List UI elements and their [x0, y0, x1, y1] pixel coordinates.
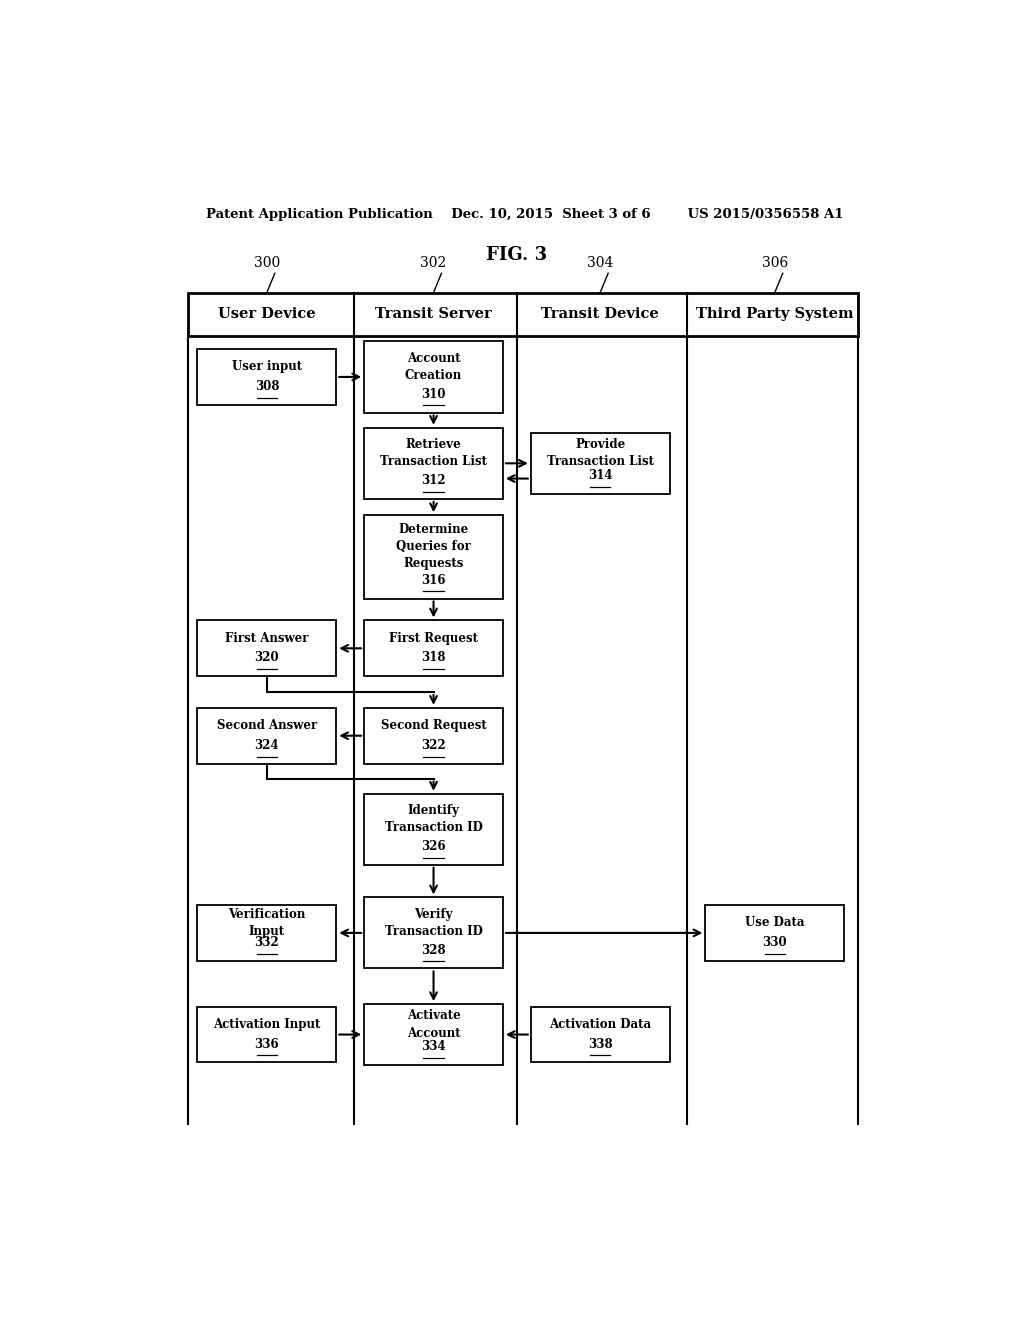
Text: 300: 300 [254, 256, 280, 271]
Bar [530, 433, 670, 494]
Bar [365, 342, 503, 412]
Text: User input: User input [231, 360, 302, 374]
Text: Transaction ID: Transaction ID [385, 821, 482, 834]
Text: 302: 302 [421, 256, 446, 271]
Text: Requests: Requests [403, 557, 464, 570]
Text: FIG. 3: FIG. 3 [486, 246, 548, 264]
Text: First Request: First Request [389, 632, 478, 644]
Text: 334: 334 [421, 1040, 445, 1053]
Text: Retrieve: Retrieve [406, 438, 462, 451]
Text: 326: 326 [421, 840, 445, 853]
Text: Transit Device: Transit Device [542, 308, 659, 321]
Text: 304: 304 [587, 256, 613, 271]
Text: 324: 324 [255, 739, 280, 752]
Text: Identify: Identify [408, 804, 460, 817]
Bar [365, 708, 503, 764]
Bar [198, 620, 336, 676]
Bar [706, 906, 844, 961]
Text: Verification: Verification [228, 908, 305, 920]
Bar [530, 1007, 670, 1063]
Bar [198, 708, 336, 764]
Text: Queries for: Queries for [396, 540, 471, 553]
Text: 328: 328 [421, 944, 445, 957]
Text: Creation: Creation [404, 368, 462, 381]
Bar [187, 293, 858, 337]
Text: 316: 316 [421, 574, 445, 586]
Text: 308: 308 [255, 380, 280, 393]
Text: Second Request: Second Request [381, 719, 486, 733]
Text: Verify: Verify [415, 908, 453, 920]
Text: Transaction List: Transaction List [380, 455, 487, 469]
Text: Third Party System: Third Party System [696, 308, 854, 321]
Text: 320: 320 [255, 652, 280, 664]
Text: 310: 310 [421, 388, 445, 401]
Text: Account: Account [407, 1027, 461, 1040]
Bar [198, 1007, 336, 1063]
Text: Activation Data: Activation Data [549, 1018, 651, 1031]
Text: 338: 338 [588, 1038, 612, 1051]
Text: Input: Input [249, 925, 285, 939]
Text: Activation Input: Activation Input [213, 1018, 321, 1031]
Bar [365, 1005, 503, 1065]
Text: 312: 312 [421, 474, 445, 487]
Text: 306: 306 [762, 256, 787, 271]
Text: Transaction List: Transaction List [547, 455, 653, 469]
Text: User Device: User Device [218, 308, 315, 321]
Bar [365, 620, 503, 676]
Text: 332: 332 [255, 936, 280, 949]
Text: Transit Server: Transit Server [375, 308, 492, 321]
Text: Determine: Determine [398, 523, 469, 536]
Text: 314: 314 [588, 469, 612, 482]
Text: Use Data: Use Data [745, 916, 805, 929]
Text: 322: 322 [421, 739, 445, 752]
Bar [365, 898, 503, 969]
Text: Second Answer: Second Answer [217, 719, 317, 733]
Text: 336: 336 [255, 1038, 280, 1051]
Bar [365, 793, 503, 865]
Text: Patent Application Publication    Dec. 10, 2015  Sheet 3 of 6        US 2015/035: Patent Application Publication Dec. 10, … [206, 207, 844, 220]
Text: Provide: Provide [575, 438, 626, 451]
Text: 318: 318 [421, 652, 445, 664]
Bar [365, 515, 503, 598]
Text: Account: Account [407, 351, 461, 364]
Text: Transaction ID: Transaction ID [385, 925, 482, 939]
Bar [365, 428, 503, 499]
Bar [198, 348, 336, 405]
Text: 330: 330 [763, 936, 787, 949]
Text: Activate: Activate [407, 1010, 461, 1022]
Bar [198, 906, 336, 961]
Text: First Answer: First Answer [225, 632, 308, 644]
